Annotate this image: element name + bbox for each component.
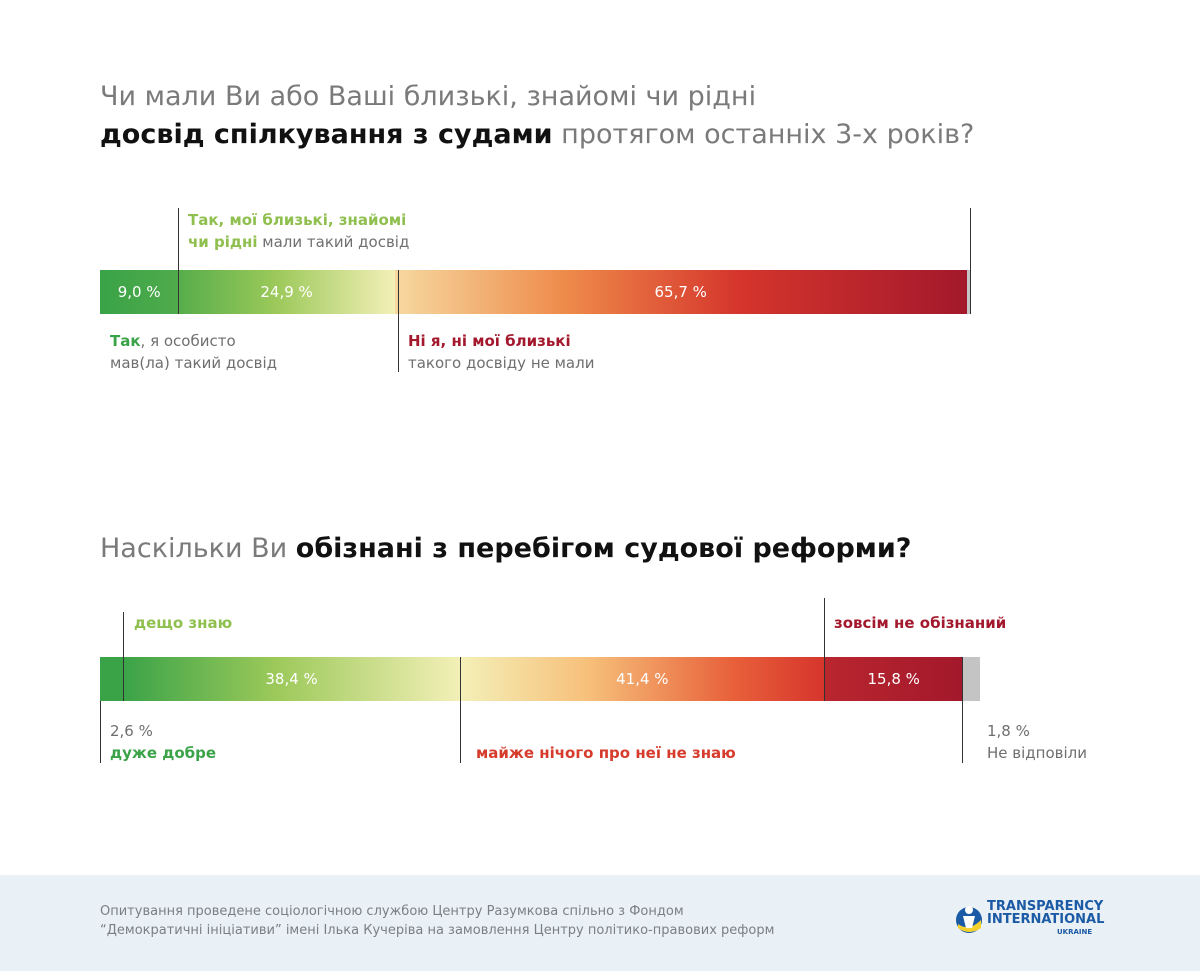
q2-segment-1 bbox=[100, 657, 124, 701]
q2-label-somewhat: дещо знаю bbox=[134, 614, 233, 632]
q2-segment-4 bbox=[824, 657, 965, 701]
q2-stacked-bar: 38,4 % 41,4 % 15,8 % bbox=[100, 657, 981, 701]
logo-text-international: INTERNATIONAL bbox=[987, 912, 1105, 927]
q2-segment-2 bbox=[122, 657, 462, 701]
q1-title: Чи мали Ви або Ваші близькі, знайомі чи … bbox=[100, 78, 974, 154]
q2-connector-almost-nothing bbox=[460, 657, 461, 763]
q2-label-very-well-text: дуже добре bbox=[110, 744, 217, 762]
q1-segment-1 bbox=[100, 270, 179, 314]
footer-line-2: “Демократичні ініціативи” імені Ілька Ку… bbox=[100, 923, 775, 938]
q2-label-not-at-all: зовсім не обізнаний bbox=[834, 614, 1007, 632]
q1-title-pre: Чи мали Ви або Ваші близькі, знайомі чи … bbox=[100, 81, 757, 112]
q1-label-no: Ні я, ні мої близькі такого досвіду не м… bbox=[408, 330, 594, 374]
q2-label-no-answer-text: Не відповіли bbox=[987, 744, 1087, 762]
q1-title-post: протягом останніх 3-х років? bbox=[552, 119, 975, 150]
q1-value-label-3: 65,7 % bbox=[654, 283, 707, 301]
q2-value-label-2: 38,4 % bbox=[265, 670, 318, 688]
logo-text-transparency: TRANSPARENCY bbox=[987, 899, 1104, 914]
footer: Опитування проведене соціологічною служб… bbox=[0, 875, 1200, 971]
q2-connector-not-at-all bbox=[824, 598, 825, 701]
q2-value-label-4: 15,8 % bbox=[867, 670, 920, 688]
q1-connector-end bbox=[970, 208, 971, 314]
q2-title-bold: обізнані з перебігом судової реформи? bbox=[295, 533, 912, 564]
q1-label-self-bold: Так bbox=[110, 332, 141, 350]
transparency-international-logo: TRANSPARENCY INTERNATIONAL UKRAINE bbox=[955, 900, 1115, 945]
q1-label-no-rest: такого досвіду не мали bbox=[408, 354, 595, 372]
q1-title-bold: досвід спілкування з судами bbox=[100, 119, 553, 150]
q2-segment-5 bbox=[963, 657, 981, 701]
q1-stacked-bar: 9,0 % 24,9 % 65,7 % bbox=[100, 270, 980, 314]
q1-segment-3 bbox=[394, 270, 968, 314]
q1-label-relatives: Так, мої близькі, знайомі чи рідні мали … bbox=[188, 209, 409, 253]
q2-title: Наскільки Ви обізнані з перебігом судово… bbox=[100, 530, 911, 568]
q1-label-no-bold: Ні я, ні мої близькі bbox=[408, 332, 571, 350]
ti-logo-icon bbox=[956, 906, 982, 933]
q1-connector-no bbox=[398, 270, 399, 372]
q1-label-self-rest2: мав(ла) такий досвід bbox=[110, 354, 278, 372]
q1-label-relatives-bold1: Так, мої близькі, знайомі bbox=[188, 211, 407, 229]
q2-connector-somewhat bbox=[123, 612, 124, 701]
q2-label-no-answer-value: 1,8 % bbox=[987, 722, 1030, 740]
q1-segment-2 bbox=[178, 270, 397, 314]
q1-value-label-1: 9,0 % bbox=[117, 283, 161, 301]
q2-label-almost-nothing: майже нічого про неї не знаю bbox=[476, 744, 736, 762]
q2-title-pre: Наскільки Ви bbox=[100, 533, 296, 564]
q2-value-label-3: 41,4 % bbox=[616, 670, 669, 688]
q1-connector-relatives bbox=[178, 208, 179, 314]
q1-label-relatives-bold2: чи рідні bbox=[188, 233, 258, 251]
footer-source-note: Опитування проведене соціологічною служб… bbox=[100, 902, 774, 940]
footer-line-1: Опитування проведене соціологічною служб… bbox=[100, 904, 684, 919]
q2-label-very-well: 2,6 % дуже добре bbox=[110, 720, 216, 764]
logo-text-ukraine: UKRAINE bbox=[1057, 928, 1093, 936]
q2-label-no-answer: 1,8 % Не відповіли bbox=[987, 720, 1087, 764]
q1-label-relatives-rest: мали такий досвід bbox=[257, 233, 410, 251]
q1-value-label-2: 24,9 % bbox=[260, 283, 313, 301]
q2-connector-very-well bbox=[100, 701, 101, 763]
q2-label-very-well-value: 2,6 % bbox=[110, 722, 153, 740]
q1-label-self-rest1: , я особисто bbox=[140, 332, 236, 350]
q1-segment-4 bbox=[966, 270, 971, 314]
q2-segment-3 bbox=[460, 657, 826, 701]
q1-label-self: Так, я особисто мав(ла) такий досвід bbox=[110, 330, 277, 374]
q2-connector-no-answer bbox=[962, 657, 963, 763]
